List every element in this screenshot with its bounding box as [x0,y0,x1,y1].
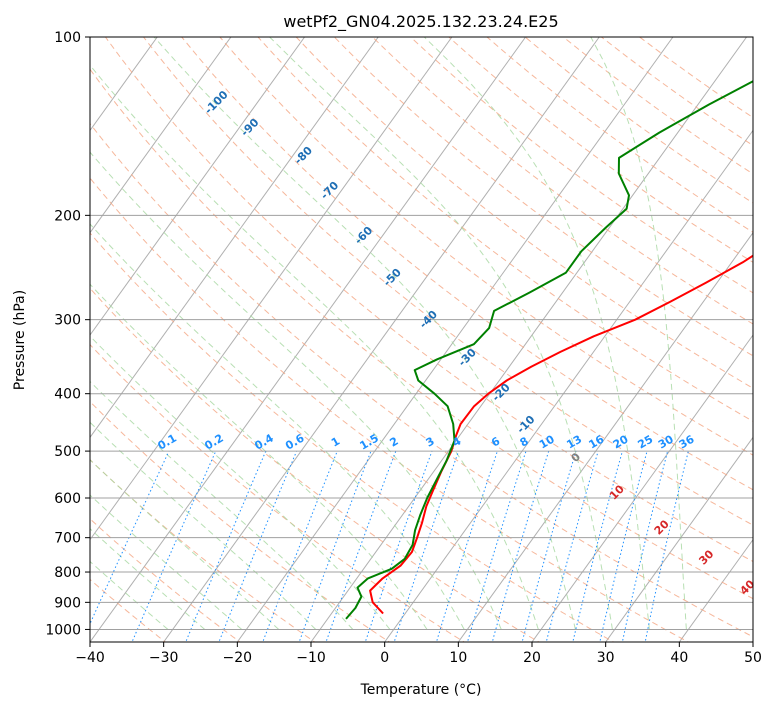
isotherm-line [310,37,748,642]
mixing-ratio-line [545,450,599,642]
dry-adiabat-line [90,122,753,638]
mixing-ratio-line [621,450,669,642]
x-tick-label: 20 [523,650,541,666]
mixing-ratio-line [491,450,550,642]
isotherm-line [90,37,453,541]
dewpoint-profile-line [345,80,753,620]
x-axis-title: Temperature (°C) [360,682,482,698]
isotherm-line [90,37,232,234]
y-tick-label: 100 [54,30,81,46]
dry-adiabat-line [219,37,753,456]
y-tick-label: 1000 [45,622,81,638]
isotherm-line [236,37,674,642]
moist-adiabat-line [90,223,465,630]
isotherm-line [384,129,753,642]
isotherm-line [678,538,753,642]
y-tick-label: 400 [54,387,81,403]
y-tick-label: 300 [54,313,81,329]
isotherm-line [163,37,600,642]
moist-adiabat-line [269,37,613,630]
x-tick-label: −10 [296,650,326,666]
isotherm-line [90,37,306,336]
dry-adiabat-line [410,37,753,294]
plot-frame [89,36,754,643]
isotherm-line [90,37,527,642]
moist-adiabat-line [90,421,317,630]
mixing-ratio-line [466,450,527,642]
dry-adiabat-line [90,177,690,642]
mixing-ratio-line [521,450,577,642]
axes: −40 −30 −20 −10 0 10 20 30 40 50 1000 900 800 700 600 5… [45,30,762,666]
moist-adiabat-line [90,283,428,630]
x-tick-label: 10 [449,650,467,666]
moist-adiabat-line [90,64,539,630]
mixing-ratio-line [435,450,498,642]
y-tick-label: 600 [54,491,81,507]
chart-title: wetPf2_GN04.2025.132.23.24.E25 [283,12,558,32]
mixing-ratio-line [218,450,298,642]
y-tick-label: 800 [54,565,81,581]
mixing-ratio-line [262,450,338,642]
mixing-ratio-line [364,450,433,642]
mixing-ratio-line [325,450,397,642]
mixing-ratio-line [644,450,689,642]
y-tick-label: 900 [54,595,81,611]
x-tick-label: 40 [670,650,688,666]
moist-adiabat-line [90,335,391,630]
moist-adiabat-line [90,380,354,630]
y-tick-label: 200 [54,208,81,224]
y-axis-title: Pressure (hPa) [12,290,28,390]
moist-adiabat-line [90,459,280,630]
isotherm-line [605,436,753,642]
pressure-gridlines [90,37,753,630]
mixing-ratio-line [599,450,648,642]
isotherm-line [531,334,753,642]
dry-adiabat-line [181,37,753,491]
temperature-profile-line [369,254,753,615]
dry-adiabat-line [143,37,753,526]
moist-adiabat-line [423,37,650,630]
isotherm-line [90,37,379,439]
x-tick-label: −40 [75,650,105,666]
x-tick-label: 0 [380,650,389,666]
dry-adiabat-line [257,37,753,422]
mixing-ratio-line [298,450,372,642]
isotherm-line [457,231,753,642]
dry-adiabat-line [104,37,753,563]
mixing-ratio-line [572,450,623,642]
x-tick-label: 30 [597,650,615,666]
y-tick-label: 700 [54,531,81,547]
profiles [345,80,753,620]
x-tick-label: −30 [149,650,179,666]
moist-adiabat-line [590,37,687,630]
x-tick-label: 50 [744,650,762,666]
mixing-ratio-line [393,450,460,642]
y-tick-label: 500 [54,444,81,460]
moist-adiabat-line [153,37,576,630]
dry-adiabat-line [295,37,753,389]
x-tick-label: −20 [223,650,253,666]
mixing-ratio-line [185,450,267,642]
